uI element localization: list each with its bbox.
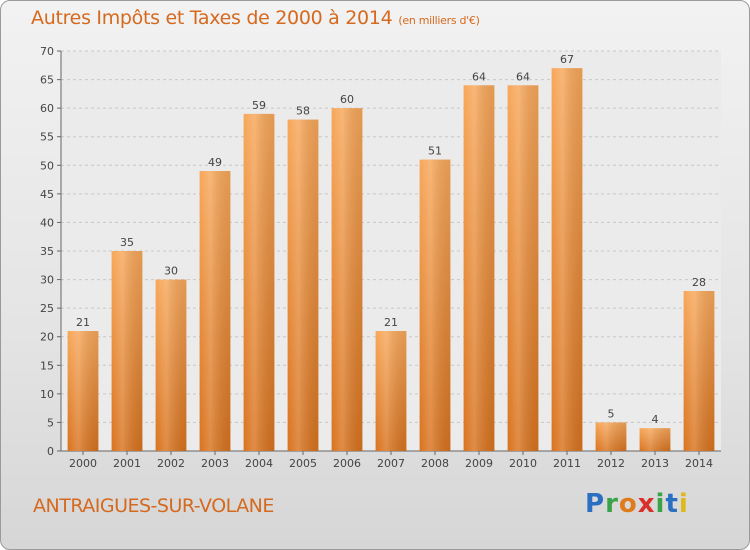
y-tick-label: 10	[40, 388, 54, 401]
x-tick-label-2004: 2004	[245, 457, 273, 470]
bar-shine-2003	[199, 171, 231, 451]
data-label-2010: 64	[516, 70, 530, 83]
bar-shine-2014	[683, 291, 715, 451]
data-label-2012: 5	[608, 407, 615, 420]
x-tick-label-2001: 2001	[113, 457, 141, 470]
data-label-2007: 21	[384, 316, 398, 329]
y-tick-label: 30	[40, 274, 54, 287]
y-tick-label: 40	[40, 216, 54, 229]
y-tick-label: 15	[40, 359, 54, 372]
x-tick-label-2007: 2007	[377, 457, 405, 470]
x-tick-label-2010: 2010	[509, 457, 537, 470]
bars	[67, 68, 715, 452]
x-tick-label-2009: 2009	[465, 457, 493, 470]
title-unit: (en milliers d'€)	[398, 14, 480, 27]
y-tick-label: 50	[40, 159, 54, 172]
chart-title: Autres Impôts et Taxes de 2000 à 2014 (en…	[31, 7, 480, 29]
logo-letter-2: r	[605, 489, 619, 519]
data-label-2002: 30	[164, 265, 178, 278]
y-tick-label: 45	[40, 188, 54, 201]
bar-shine-2007	[375, 331, 407, 451]
x-tick-label-2013: 2013	[641, 457, 669, 470]
bar-shine-2013	[639, 428, 671, 451]
data-label-2005: 58	[296, 105, 310, 118]
bar-shine-2005	[287, 119, 319, 452]
data-label-2004: 59	[252, 99, 266, 112]
data-label-2003: 49	[208, 156, 222, 169]
y-tick-label: 60	[40, 102, 54, 115]
y-tick-label: 20	[40, 331, 54, 344]
logo-letter-4: x	[637, 489, 656, 519]
x-tick-label-2011: 2011	[553, 457, 581, 470]
bar-shine-2006	[331, 108, 363, 452]
data-label-2008: 51	[428, 145, 442, 158]
commune-name: ANTRAIGUES-SUR-VOLANE	[33, 495, 274, 517]
y-tick-label: 65	[40, 74, 54, 87]
bar-shine-2011	[551, 68, 583, 452]
data-label-2014: 28	[692, 276, 706, 289]
title-text: Autres Impôts et Taxes de 2000 à 2014	[31, 7, 393, 29]
data-label-2000: 21	[76, 316, 90, 329]
y-tick-label: 70	[40, 45, 54, 58]
bar-shine-2002	[155, 279, 187, 451]
logo-letter-3: o	[618, 489, 638, 519]
bar-shine-2009	[463, 85, 495, 452]
y-tick-label: 55	[40, 131, 54, 144]
bar-shine-2008	[419, 159, 451, 452]
bar-shine-2001	[111, 251, 143, 451]
bar-shine-2000	[67, 331, 99, 451]
y-tick-label: 35	[40, 245, 54, 258]
x-tick-label-2008: 2008	[421, 457, 449, 470]
logo-letter-7: i	[678, 489, 689, 519]
x-tick-label-2014: 2014	[685, 457, 713, 470]
y-tick-label: 0	[47, 445, 54, 458]
y-tick-label: 25	[40, 302, 54, 315]
logo-letter-1: P	[585, 489, 606, 519]
x-tick-label-2003: 2003	[201, 457, 229, 470]
logo-letter-5: i	[655, 489, 666, 519]
logo-letter-6: t	[665, 489, 679, 519]
proxiti-logo: Proxiti	[585, 489, 689, 519]
bar-shine-2004	[243, 113, 275, 451]
bar-shine-2010	[507, 85, 539, 452]
x-tick-label-2012: 2012	[597, 457, 625, 470]
x-tick-label-2005: 2005	[289, 457, 317, 470]
x-tick-label-2006: 2006	[333, 457, 361, 470]
data-label-2001: 35	[120, 236, 134, 249]
bar-shine-2012	[595, 422, 627, 451]
data-label-2006: 60	[340, 93, 354, 106]
x-tick-label-2000: 2000	[69, 457, 97, 470]
data-label-2009: 64	[472, 70, 486, 83]
y-tick-label: 5	[47, 416, 54, 429]
data-labels: 21 35 30 49 59 58 60 21 51 64 64 67 5 4 28	[76, 53, 706, 426]
data-label-2013: 4	[652, 413, 659, 426]
x-tick-label-2002: 2002	[157, 457, 185, 470]
data-label-2011: 67	[560, 53, 574, 66]
